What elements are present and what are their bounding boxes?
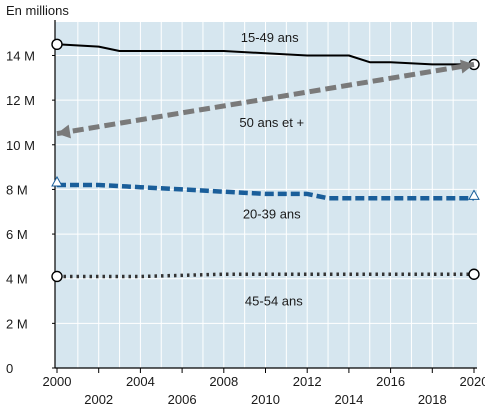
x-tick-label-2004: 2004 [126, 374, 155, 389]
x-tick-label-2002: 2002 [84, 392, 113, 407]
x-tick-label-2018: 2018 [418, 392, 447, 407]
y-tick-label-8: 8 M [6, 182, 28, 197]
series-label-45-54-ans: 45-54 ans [245, 293, 303, 308]
y-tick-label-14: 14 M [6, 48, 35, 63]
series-marker-45-54-ans-0 [51, 270, 63, 283]
series-marker-45-54-ans-1 [468, 268, 480, 280]
unit-label: En millions [6, 3, 69, 18]
series-line-20-39-ans [57, 182, 474, 201]
series-marker-15-49-ans-0 [51, 38, 63, 51]
x-tick-label-2006: 2006 [168, 392, 197, 407]
series-line-50-ans-et- [56, 61, 475, 137]
series-marker-20-39-ans-1 [468, 189, 480, 200]
y-tick-label-12: 12 M [6, 93, 35, 108]
x-tick-label-2016: 2016 [376, 374, 405, 389]
y-tick-label-0: 0 [6, 361, 13, 376]
x-tick-label-2000: 2000 [43, 374, 72, 389]
x-tick-label-2010: 2010 [251, 392, 280, 407]
x-tick-label-2014: 2014 [334, 392, 363, 407]
x-tick-label-2012: 2012 [293, 374, 322, 389]
x-tick-label-2008: 2008 [209, 374, 238, 389]
series-marker-20-39-ans-0 [51, 175, 63, 187]
y-tick-label-10: 10 M [6, 138, 35, 153]
series-arrowhead-50-ans-et--0 [57, 124, 71, 139]
series-label-50-ans-et-: 50 ans et + [239, 115, 304, 130]
y-tick-label-4: 4 M [6, 272, 28, 287]
series-label-20-39-ans: 20-39 ans [243, 206, 301, 221]
y-tick-label-6: 6 M [6, 227, 28, 242]
series-line-15-49-ans [56, 43, 474, 66]
y-tick-label-2: 2 M [6, 316, 28, 331]
x-tick-label-2020: 2020 [460, 374, 485, 389]
series-label-15-49-ans: 15-49 ans [241, 30, 299, 45]
series-line-45-54-ans [57, 272, 474, 279]
series-arrowhead-50-ans-et--1 [460, 59, 474, 74]
